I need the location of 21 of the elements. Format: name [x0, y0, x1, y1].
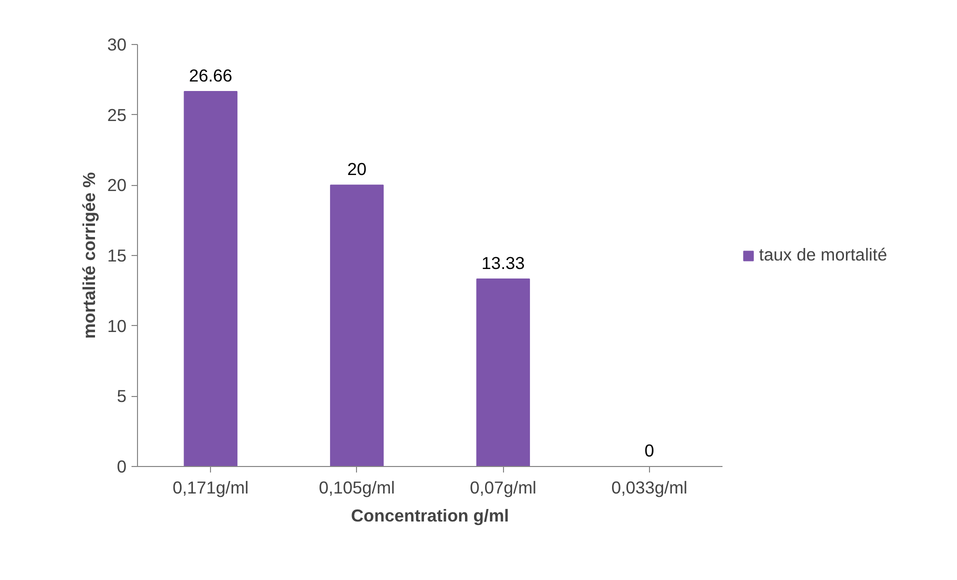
- x-tick-label: 0,171g/ml: [172, 478, 249, 498]
- y-tick-label: 20: [107, 175, 127, 196]
- y-axis-title: mortalité corrigée %: [79, 172, 100, 339]
- y-tick-label: 15: [107, 246, 127, 266]
- data-label: 26.66: [188, 65, 232, 86]
- data-label: 20: [347, 159, 367, 180]
- x-tick-label: 0,033g/ml: [611, 478, 688, 498]
- y-tick-label: 0: [116, 456, 127, 476]
- y-tick-label: 5: [116, 386, 127, 406]
- x-axis-title: Concentration g/ml: [351, 506, 509, 526]
- data-label: 13.33: [481, 252, 525, 273]
- y-tick-label: 25: [107, 104, 127, 125]
- y-tick-label: 10: [107, 316, 127, 336]
- x-tick-label: 0,105g/ml: [318, 478, 395, 498]
- bar: [330, 184, 384, 466]
- legend-label: taux de mortalité: [759, 244, 888, 266]
- x-tick-label: 0,07g/ml: [470, 478, 536, 498]
- data-label: 0: [644, 440, 654, 460]
- bar: [184, 90, 238, 466]
- y-tick-label: 30: [107, 34, 127, 54]
- bar: [476, 278, 530, 466]
